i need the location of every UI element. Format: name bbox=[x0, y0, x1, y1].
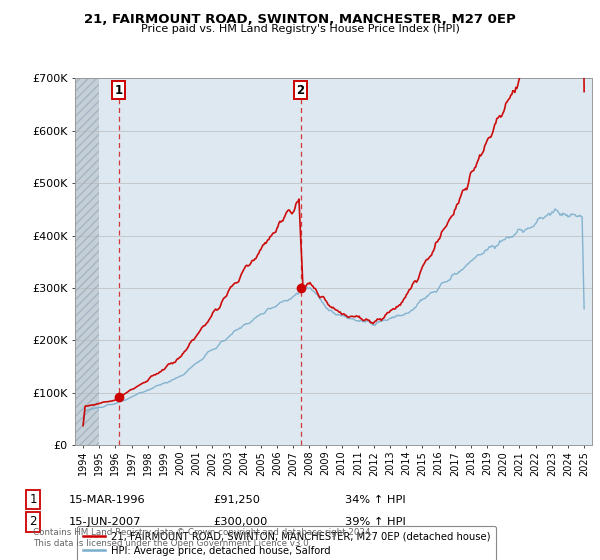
Text: Contains HM Land Registry data © Crown copyright and database right 2024.
This d: Contains HM Land Registry data © Crown c… bbox=[33, 528, 373, 548]
Text: 39% ↑ HPI: 39% ↑ HPI bbox=[345, 517, 406, 527]
Text: 21, FAIRMOUNT ROAD, SWINTON, MANCHESTER, M27 0EP: 21, FAIRMOUNT ROAD, SWINTON, MANCHESTER,… bbox=[84, 13, 516, 26]
Bar bbox=[75, 78, 99, 445]
Text: 34% ↑ HPI: 34% ↑ HPI bbox=[345, 494, 406, 505]
Text: 2: 2 bbox=[296, 84, 305, 97]
Bar bbox=[75, 78, 99, 445]
Text: 15-MAR-1996: 15-MAR-1996 bbox=[69, 494, 146, 505]
Legend: 21, FAIRMOUNT ROAD, SWINTON, MANCHESTER, M27 0EP (detached house), HPI: Average : 21, FAIRMOUNT ROAD, SWINTON, MANCHESTER,… bbox=[77, 526, 496, 560]
Text: 2: 2 bbox=[29, 515, 37, 529]
Text: £91,250: £91,250 bbox=[213, 494, 260, 505]
Text: 15-JUN-2007: 15-JUN-2007 bbox=[69, 517, 142, 527]
Text: Price paid vs. HM Land Registry's House Price Index (HPI): Price paid vs. HM Land Registry's House … bbox=[140, 24, 460, 34]
Text: £300,000: £300,000 bbox=[213, 517, 268, 527]
Text: 1: 1 bbox=[115, 84, 123, 97]
Text: 1: 1 bbox=[29, 493, 37, 506]
